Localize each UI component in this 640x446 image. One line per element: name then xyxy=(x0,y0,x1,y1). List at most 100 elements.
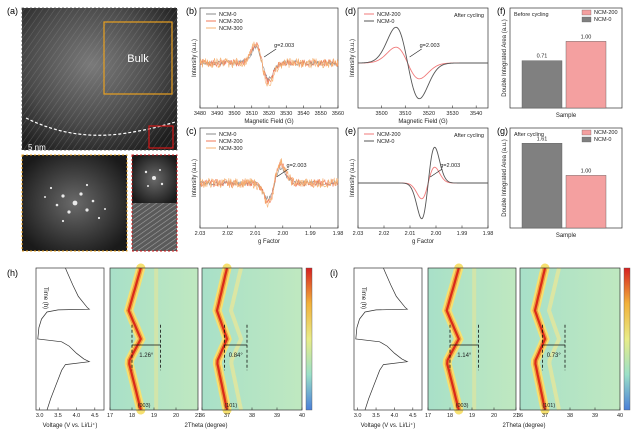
bulk-label: Bulk xyxy=(127,53,149,65)
x-tick-label: 3500 xyxy=(376,111,388,117)
voltage-curve xyxy=(355,267,409,411)
surface-boundary-line xyxy=(25,117,176,136)
legend-entry: NCM-200 xyxy=(594,10,618,16)
y-axis-label: Intensity (a.u.) xyxy=(350,159,356,197)
x-axis-label: 2Theta (degree) xyxy=(184,423,227,429)
bar-value-label: 1.00 xyxy=(581,34,592,40)
legend-swatch xyxy=(581,16,592,23)
x-tick-label: 2.02 xyxy=(379,231,390,237)
series-line-ncm-300 xyxy=(199,41,339,87)
x-tick-label: 40 xyxy=(299,413,305,419)
panel-e-label: (e) xyxy=(345,126,356,136)
peak-label: (003) xyxy=(138,403,151,409)
heatmap-background xyxy=(110,268,198,410)
legend-entry: NCM-200 xyxy=(219,139,243,145)
x-tick-label: 39 xyxy=(274,413,280,419)
x-tick-label: 3520 xyxy=(423,111,435,117)
x-tick-label: 2.00 xyxy=(277,231,288,237)
x-tick-label: 3.5 xyxy=(54,413,62,419)
x-tick-label: 2.03 xyxy=(353,231,364,237)
annotation-arrow xyxy=(263,48,277,58)
x-axis-label: Sample xyxy=(556,113,577,119)
panel-i-label: (i) xyxy=(330,268,338,278)
panel-e: (e) 2.03 2.02 2.01 2.00 1.99 1.98 g Factor Inte… xyxy=(345,126,493,245)
heatmap-frame xyxy=(519,267,621,411)
plot-frame xyxy=(199,127,339,229)
x-axis-label: Magnetic Field (G) xyxy=(398,119,447,125)
annotation-arrow xyxy=(276,168,289,178)
panel-g: (g) 1.61 1.00 After cycling Sample Double In… xyxy=(497,126,623,239)
y-axis-label: Time (h) xyxy=(42,287,48,309)
scale-bar-label: 5 nm xyxy=(28,143,46,152)
x-tick-label: 19 xyxy=(151,413,157,419)
legend-entry: NCM-300 xyxy=(219,26,243,32)
x-tick-label: 3.0 xyxy=(354,413,362,419)
fft-bulk-spots xyxy=(44,183,106,223)
x-tick-label: 36 xyxy=(517,413,523,419)
x-tick-label: 3480 xyxy=(194,111,206,117)
bar-ncm-0 xyxy=(521,143,563,229)
x-axis-label: Voltage (V vs. Li/Li⁺) xyxy=(361,422,416,429)
annotation-label: g=2.003 xyxy=(274,43,294,49)
plot-title: After cycling xyxy=(514,132,544,138)
x-axis-label: Voltage (V vs. Li/Li⁺) xyxy=(43,422,98,429)
x-tick-label: 1.98 xyxy=(333,231,344,237)
epr-plot-c: 2.03 2.02 2.01 2.00 1.99 1.98 g Factor Intensit… xyxy=(192,127,344,245)
legend-entry: NCM-300 xyxy=(219,146,243,152)
x-tick-label: 38 xyxy=(249,413,255,419)
y-axis-label: Time (h) xyxy=(360,287,366,309)
plot-frame xyxy=(357,127,489,229)
panel-d-label: (d) xyxy=(345,6,356,16)
annotation-arrow xyxy=(430,168,443,178)
x-tick-label: 2.01 xyxy=(250,231,261,237)
heatmap-frame xyxy=(109,267,199,411)
x-tick-label: 1.99 xyxy=(305,231,316,237)
x-axis-label: g Factor xyxy=(412,239,434,245)
heatmap-frame xyxy=(427,267,517,411)
heatmap-background xyxy=(202,268,302,410)
panel-i: (i) 3.0 3.5 4.0 4.5 Voltage (V vs. Li/Li⁺) Ti… xyxy=(330,263,631,429)
panel-a: (a) Bulk 5 nm xyxy=(7,6,178,252)
x-axis-label: Sample xyxy=(556,233,577,239)
y-axis-label: Intensity (a.u.) xyxy=(192,159,198,197)
panel-f-label: (f) xyxy=(497,6,506,16)
y-axis-label: Double Integrated Area (a.u.) xyxy=(502,19,508,96)
legend-swatch xyxy=(581,136,592,143)
voltage-frame xyxy=(35,267,105,411)
operando-xrd-i: 3.0 3.5 4.0 4.5 Voltage (V vs. Li/Li⁺) Time (… xyxy=(353,263,631,429)
x-tick-label: 3560 xyxy=(332,111,344,117)
legend-entry: NCM-0 xyxy=(594,137,611,143)
x-tick-label: 3500 xyxy=(228,111,240,117)
panel-c: (c) 2.03 2.02 2.01 2.00 1.99 1.98 g Factor Inte… xyxy=(186,126,343,245)
panel-h: (h) 3.0 3.5 4.0 4.5 Voltage (V vs. Li/Li⁺) Ti… xyxy=(7,263,313,429)
x-tick-label: 37 xyxy=(542,413,548,419)
epr-plot-e: 2.03 2.02 2.01 2.00 1.99 1.98 g Factor Intensit… xyxy=(350,127,493,245)
x-tick-label: 4.5 xyxy=(91,413,99,419)
legend-entry: NCM-200 xyxy=(219,19,243,25)
x-tick-label: 38 xyxy=(567,413,573,419)
shift-label: 0.73° xyxy=(547,353,562,359)
x-tick-label: 3550 xyxy=(315,111,327,117)
peak-trace xyxy=(445,267,461,411)
x-tick-label: 18 xyxy=(129,413,135,419)
x-tick-label: 2.01 xyxy=(405,231,416,237)
bar-ncm-200 xyxy=(565,175,607,229)
bar-value-label: 0.71 xyxy=(537,54,548,60)
x-tick-label: 3510 xyxy=(246,111,258,117)
legend-entry: NCM-0 xyxy=(594,17,611,23)
x-axis-label: 2Theta (degree) xyxy=(502,423,545,429)
peak-trace xyxy=(215,267,229,411)
y-axis-label: Intensity (a.u.) xyxy=(350,39,356,77)
x-tick-label: 3520 xyxy=(263,111,275,117)
x-tick-label: 4.0 xyxy=(73,413,81,419)
plot-title: After cycling xyxy=(454,13,484,19)
legend-entry: NCM-200 xyxy=(594,130,618,136)
panel-f: (f) 0.71 1.00 Before cycling Sample Double I… xyxy=(497,6,623,119)
panel-b-label: (b) xyxy=(186,6,197,16)
x-tick-label: 20 xyxy=(173,413,179,419)
plot-title: Before cycling xyxy=(514,12,549,18)
bar-value-label: 1.00 xyxy=(581,168,592,174)
annotation-arrow xyxy=(409,48,422,58)
epr-plot-b: 3480 3490 3500 3510 3520 3530 3540 3550 3560 Magn… xyxy=(192,7,344,125)
legend-entry: NCM-0 xyxy=(219,12,236,18)
